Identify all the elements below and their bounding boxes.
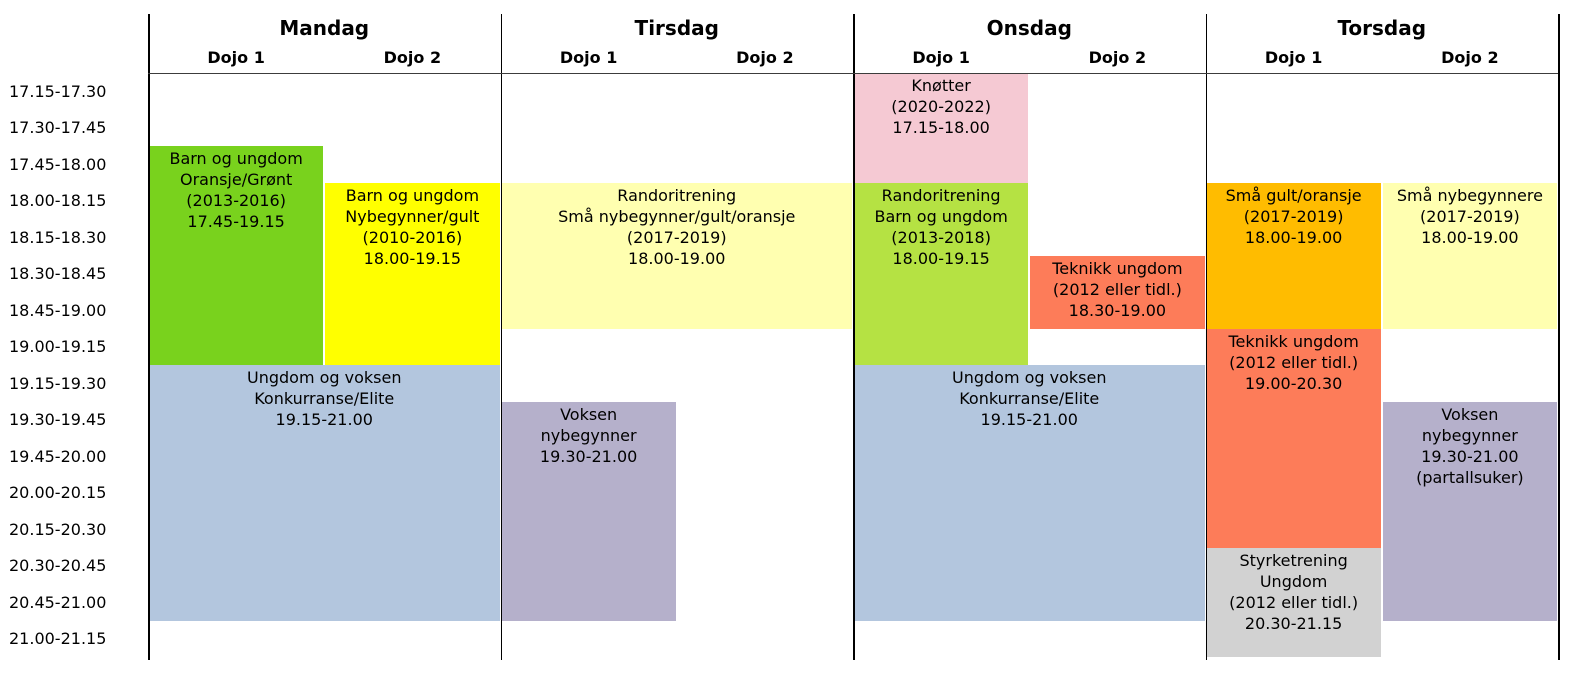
event-line: 18.00-19.00 (1421, 227, 1519, 247)
event-line: Ungdom og voksen (247, 368, 402, 387)
event-line: (2013-2018) (891, 227, 991, 247)
header-underline (148, 73, 1558, 74)
event-line: 19.30-21.00 (1421, 446, 1519, 466)
time-slot-label: 19.00-19.15 (9, 337, 107, 357)
time-slot-label: 19.15-19.30 (9, 373, 107, 393)
event-line: 17.15-18.00 (892, 118, 990, 137)
time-slot-label: 20.30-20.45 (9, 556, 107, 576)
event-line: Konkurranse/Elite (254, 389, 395, 408)
event-line: Barn og ungdom (874, 206, 1008, 226)
event-onsdag-konkurranse-elite: Ungdom og voksen Konkurranse/Elite 19.15-2… (854, 365, 1205, 621)
event-mandag-konkurranse-elite: Ungdom og voksen Konkurranse/Elite 19.15-2… (149, 365, 500, 621)
event-line: Randoritrening (617, 185, 737, 205)
time-slot-label: 17.30-17.45 (9, 118, 107, 138)
dojo-subheader: Dojo 2 (1088, 48, 1147, 67)
dojo-subheader: Dojo 1 (1264, 48, 1323, 67)
event-line: 19.00-20.30 (1244, 373, 1343, 393)
day-title-torsdag: Torsdag (1337, 16, 1427, 40)
event-torsdag-sma-gult-oransje: Små gult/oransje (2017-2019) 18.00-19.00 (1206, 182, 1381, 329)
event-line: 18.00-19.00 (628, 248, 726, 268)
event-line: 19.15-21.00 (275, 410, 373, 429)
dojo-subheader: Dojo 2 (736, 48, 794, 67)
event-torsdag-voksen-nybegynner: Voksen nybegynner 19.30-21.00 (partallsuker… (1382, 401, 1557, 621)
event-line: (2017-2019) (626, 227, 727, 247)
event-line: Teknikk ungdom (1228, 331, 1359, 351)
event-line: Små gult/oransje (1225, 185, 1362, 205)
time-slot-label: 17.15-17.30 (9, 81, 107, 101)
time-slot-label: 18.30-18.45 (9, 264, 107, 284)
event-line: Ungdom og voksen (952, 368, 1107, 387)
time-slot-label: 18.15-18.30 (9, 227, 107, 247)
event-line: nybegynner (540, 425, 637, 445)
day-title-tirsdag: Tirsdag (634, 16, 719, 40)
day-divider-line (148, 14, 150, 660)
event-onsdag-randoritrening: Randoritrening Barn og ungdom (2013-2018) 1… (854, 182, 1029, 365)
dojo-subheader: Dojo 1 (559, 48, 618, 67)
time-slot-label: 20.15-20.30 (9, 519, 107, 539)
event-line: (2013-2016) (186, 191, 286, 210)
event-torsdag-styrketrening-ungdom: Styrketrening Ungdom (2012 eller tidl.) 20.… (1206, 547, 1381, 657)
dojo-subheader: Dojo 2 (383, 48, 442, 67)
event-torsdag-sma-nybegynnere: Små nybegynnere (2017-2019) 18.00-19.00 (1382, 182, 1557, 329)
event-tirsdag-randoritrening: Randoritrening Små nybegynner/gult/oransj… (501, 182, 852, 329)
event-line: Små nybegynnere (1396, 185, 1543, 205)
event-line: Voksen (1441, 404, 1499, 424)
event-onsdag-knotter: Knøtter (2020-2022) 17.15-18.00 (854, 73, 1029, 183)
day-divider-line (853, 14, 855, 660)
event-line: Konkurranse/Elite (959, 389, 1100, 408)
event-line: 18.30-19.00 (1068, 300, 1167, 320)
time-slot-label: 19.45-20.00 (9, 446, 107, 466)
event-line: Ungdom (1259, 571, 1328, 591)
event-line: (2017-2019) (1420, 206, 1520, 226)
event-line: Små nybegynner/gult/oransje (558, 206, 796, 226)
time-slot-label: 19.30-19.45 (9, 410, 107, 430)
day-divider-line (1205, 14, 1207, 660)
time-slot-label: 18.45-19.00 (9, 300, 107, 320)
dojo-subheader: Dojo 2 (1441, 48, 1499, 67)
event-line: nybegynner (1421, 425, 1518, 445)
event-mandag-dojo1-barn-og-ungdom: Barn og ungdom Oransje/Grønt (2013-2016) 17… (149, 146, 324, 365)
day-divider-line (1558, 14, 1560, 660)
event-line: 17.45-19.15 (187, 212, 285, 231)
event-mandag-dojo2-barn-og-ungdom: Barn og ungdom Nybegynner/gult (2010-2016)… (325, 182, 500, 365)
event-torsdag-teknikk-ungdom: Teknikk ungdom (2012 eller tidl.) 19.00-20… (1206, 328, 1381, 548)
event-line: (2012 eller tidl.) (1229, 352, 1359, 372)
time-slot-label: 21.00-21.15 (9, 629, 107, 649)
event-line: 18.00-19.00 (1244, 227, 1343, 247)
time-slot-label: 20.45-21.00 (9, 592, 107, 612)
event-line: Barn og ungdom (169, 149, 303, 168)
dojo-subheader: Dojo 1 (207, 48, 265, 67)
event-line: (partallsuker) (1416, 467, 1524, 487)
event-tirsdag-voksen-nybegynner: Voksen nybegynner 19.30-21.00 (501, 401, 676, 621)
event-line: 20.30-21.15 (1244, 613, 1343, 633)
event-line: (2012 eller tidl.) (1052, 279, 1182, 299)
event-line: (2020-2022) (891, 97, 991, 116)
event-line: 19.15-21.00 (980, 410, 1078, 429)
event-line: 18.00-19.15 (363, 248, 462, 268)
day-title-mandag: Mandag (279, 16, 370, 40)
time-slot-label: 18.00-18.15 (9, 191, 107, 211)
event-line: Barn og ungdom (345, 185, 480, 205)
day-divider-line (500, 14, 502, 660)
event-line: Teknikk ungdom (1052, 258, 1183, 278)
event-line: (2010-2016) (362, 227, 463, 247)
event-line: Oransje/Grønt (179, 170, 293, 189)
event-line: Styrketrening (1239, 550, 1348, 570)
time-slot-label: 20.00-20.15 (9, 483, 107, 503)
dojo-subheader: Dojo 1 (912, 48, 970, 67)
event-line: Knøtter (911, 76, 971, 95)
time-slot-label: 17.45-18.00 (9, 154, 107, 174)
event-line: (2017-2019) (1243, 206, 1344, 226)
day-title-onsdag: Onsdag (986, 16, 1072, 40)
event-line: 18.00-19.15 (892, 248, 990, 268)
event-onsdag-teknikk-ungdom: Teknikk ungdom (2012 eller tidl.) 18.30-19… (1030, 255, 1205, 329)
event-line: Nybegynner/gult (345, 206, 480, 226)
event-line: Voksen (560, 404, 618, 424)
event-line: 19.30-21.00 (539, 446, 638, 466)
event-line: (2012 eller tidl.) (1229, 592, 1359, 612)
event-line: Randoritrening (881, 185, 1001, 205)
